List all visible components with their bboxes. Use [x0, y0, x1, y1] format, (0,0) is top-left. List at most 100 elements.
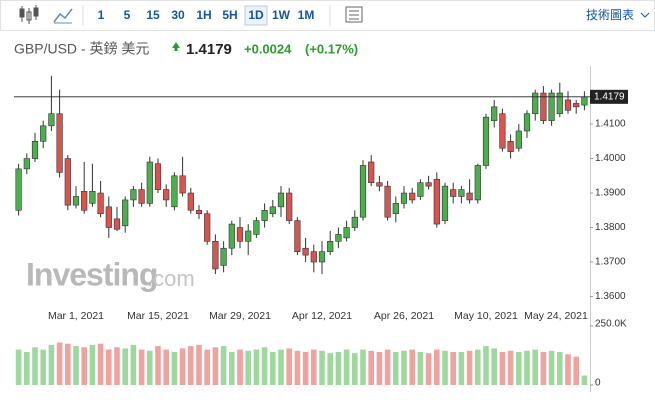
watermark: Investing: [26, 256, 157, 292]
candle-body: [130, 189, 137, 201]
candle-body: [400, 192, 408, 204]
candle-body: [81, 191, 88, 211]
volume-bar: [261, 347, 268, 385]
volume-bar: [286, 348, 292, 385]
candle-body: [556, 92, 563, 115]
change: +0.0024: [244, 41, 292, 56]
x-tick-label: May 24, 2021: [524, 310, 588, 322]
candle-body: [482, 116, 490, 166]
volume-bar: [335, 351, 342, 385]
interval-button[interactable]: 1H: [196, 8, 211, 22]
volume-bar: [130, 344, 137, 385]
candle-body: [89, 191, 96, 204]
interval-button[interactable]: 1: [98, 8, 105, 22]
y-tick-label: 1.4100: [595, 119, 626, 130]
volume-bar: [499, 351, 506, 385]
volume-bar: [507, 350, 514, 385]
last-price-label: 1.4179: [594, 91, 625, 102]
candle-body: [171, 175, 178, 208]
watermark-suffix: .com: [147, 266, 195, 291]
volume-bar: [188, 346, 194, 385]
candle-body: [195, 209, 203, 215]
volume-bar: [294, 350, 301, 385]
interval-button[interactable]: 1D: [248, 8, 264, 22]
candle-body: [343, 227, 350, 239]
line-icon[interactable]: [53, 8, 73, 23]
interval-button[interactable]: 30: [171, 8, 185, 22]
candle-body: [532, 92, 539, 115]
volume-bar: [179, 348, 186, 385]
candle-body: [204, 213, 211, 242]
volume-bar: [163, 349, 169, 385]
candle-body: [441, 185, 449, 221]
interval-button[interactable]: 15: [146, 8, 160, 22]
volume-bar: [425, 353, 432, 385]
volume-bar: [466, 350, 473, 385]
candle-body: [138, 189, 145, 204]
volume-bar: [581, 375, 588, 385]
candle-body: [368, 161, 375, 183]
candle-body: [310, 251, 317, 263]
volume-bar: [573, 356, 579, 385]
candle-body: [573, 103, 580, 108]
candle-body: [392, 203, 399, 215]
interval-button[interactable]: 5H: [222, 8, 237, 22]
change-percent: (+0.17%): [305, 41, 358, 56]
candle-body: [15, 168, 22, 211]
candle-body: [269, 206, 276, 215]
x-tick-label: Apr 26, 2021: [374, 310, 434, 322]
x-tick-label: Mar 29, 2021: [209, 310, 271, 322]
volume-bar: [89, 344, 96, 385]
volume-bar: [229, 351, 235, 385]
chevron: [640, 12, 650, 18]
selected-button: [244, 5, 268, 26]
candle-body: [261, 209, 268, 221]
candle-body: [384, 185, 391, 218]
volume-bar: [343, 349, 350, 385]
volume-bar: [81, 347, 87, 385]
candle-body: [253, 220, 260, 235]
settings-icon[interactable]: [345, 6, 363, 23]
last-price-tag: [590, 89, 628, 104]
candle-body: [425, 182, 432, 187]
up-arrow: [172, 42, 180, 51]
volume-bar: [327, 353, 333, 385]
volume-bar: [524, 350, 530, 385]
volume-bar: [540, 351, 547, 385]
candle-body: [466, 192, 473, 201]
volume-bar: [270, 351, 276, 385]
volume-bar: [360, 349, 366, 385]
candle-body: [187, 192, 194, 211]
volume-bar: [212, 347, 219, 385]
volume-bar: [311, 349, 317, 385]
interval-button[interactable]: 1W: [272, 8, 291, 22]
interval-button[interactable]: 5: [124, 8, 131, 22]
candle-body: [31, 141, 39, 159]
candle-body: [277, 192, 285, 208]
candle-body: [163, 189, 170, 201]
interval-button[interactable]: 1M: [298, 8, 315, 22]
candle-body: [581, 96, 588, 106]
chart-link[interactable]: 技術圖表: [586, 8, 634, 22]
volume-bar: [368, 350, 374, 385]
candle-body: [105, 206, 112, 228]
candle-body: [327, 241, 334, 252]
candle-body: [523, 113, 531, 132]
candle-icon[interactable]: [19, 5, 39, 24]
volume-bar: [450, 351, 456, 385]
y-tick-label: 1.4000: [595, 153, 626, 164]
candle-body: [433, 178, 440, 225]
volume-bar: [393, 351, 399, 385]
candle-body: [540, 92, 547, 121]
candle-body: [548, 92, 555, 121]
candle-body: [40, 125, 47, 142]
candle-body: [515, 130, 522, 149]
volume-bar: [475, 349, 481, 385]
volume-bar: [65, 343, 71, 385]
candle-body: [154, 163, 162, 190]
candle-body: [212, 241, 219, 270]
volume-bar: [278, 349, 284, 385]
volume-bar: [401, 350, 407, 385]
volume-bar: [40, 349, 46, 385]
